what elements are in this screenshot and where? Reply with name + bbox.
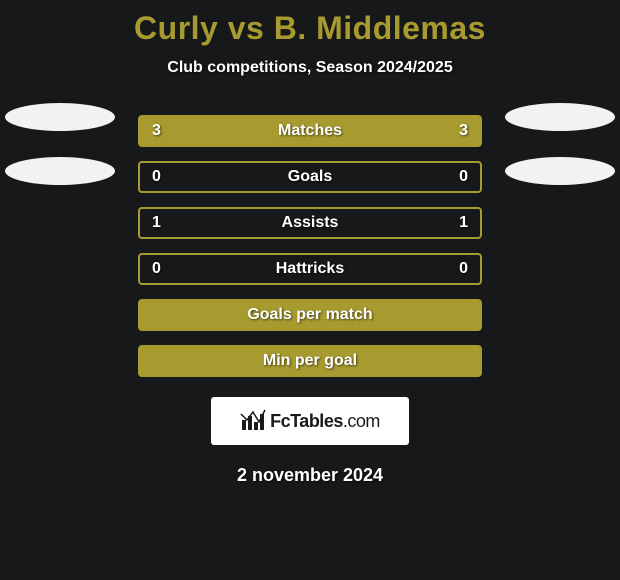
player-left-disc-2 bbox=[5, 157, 115, 185]
stat-left-value: 0 bbox=[152, 168, 161, 186]
stat-label: Goals bbox=[140, 168, 480, 186]
player-right-disc-1 bbox=[505, 103, 615, 131]
stat-label: Hattricks bbox=[140, 260, 480, 278]
logo-text-thin: .com bbox=[343, 411, 380, 431]
stat-left-value: 3 bbox=[152, 122, 161, 140]
stat-row-hattricks: 0 Hattricks 0 bbox=[138, 253, 482, 285]
comparison-card: Curly vs B. Middlemas Club competitions,… bbox=[0, 0, 620, 580]
stat-row-min-per-goal: Min per goal bbox=[138, 345, 482, 377]
stat-left-value: 1 bbox=[152, 214, 161, 232]
comparison-subtitle: Club competitions, Season 2024/2025 bbox=[167, 59, 452, 77]
player-left-disc-1 bbox=[5, 103, 115, 131]
stat-row-goals-per-match: Goals per match bbox=[138, 299, 482, 331]
stat-row-assists: 1 Assists 1 bbox=[138, 207, 482, 239]
stat-row-goals: 0 Goals 0 bbox=[138, 161, 482, 193]
stat-right-value: 1 bbox=[459, 214, 468, 232]
stat-label: Assists bbox=[140, 214, 480, 232]
stats-area: 3 Matches 3 0 Goals 0 1 Assists 1 0 Hatt… bbox=[0, 115, 620, 391]
logo-text: FcTables.com bbox=[270, 411, 380, 432]
stat-right-value: 0 bbox=[459, 260, 468, 278]
fctables-logo: FcTables.com bbox=[211, 397, 409, 445]
stat-label: Matches bbox=[140, 122, 480, 140]
player-right-disc-2 bbox=[505, 157, 615, 185]
stat-label: Goals per match bbox=[140, 306, 480, 324]
stat-label: Min per goal bbox=[140, 352, 480, 370]
bar-chart-icon bbox=[240, 408, 266, 435]
date-text: 2 november 2024 bbox=[237, 465, 383, 486]
stat-right-value: 3 bbox=[459, 122, 468, 140]
stat-right-value: 0 bbox=[459, 168, 468, 186]
stat-row-matches: 3 Matches 3 bbox=[138, 115, 482, 147]
comparison-title: Curly vs B. Middlemas bbox=[134, 10, 486, 47]
logo-text-bold: FcTables bbox=[270, 411, 343, 431]
stat-left-value: 0 bbox=[152, 260, 161, 278]
